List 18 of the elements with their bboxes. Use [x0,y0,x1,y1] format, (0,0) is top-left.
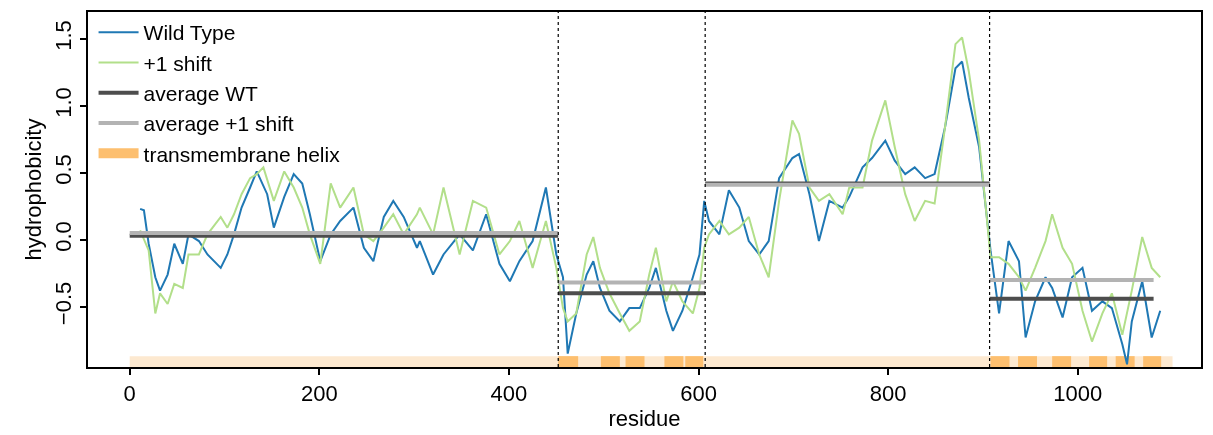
x-tick-label: 200 [300,381,338,407]
legend-label: +1 shift [143,51,213,75]
x-tick-label: 400 [490,381,528,407]
x-tick-label: 1000 [1053,381,1103,407]
x-tick-label: 0 [123,381,136,407]
x-axis-title: residue [608,406,681,432]
legend-label: Wild Type [143,21,236,45]
legend-label: average WT [143,81,259,105]
y-axis-title: hydrophobicity [20,118,46,261]
y-tick-label: 0.0 [51,221,77,252]
y-tick-label: 1.0 [51,87,77,118]
legend-label: average +1 shift [143,112,294,136]
x-tick-label: 800 [869,381,907,407]
legend-label: transmembrane helix [143,142,341,166]
y-tick-label: 0.5 [51,154,77,185]
x-tick-label: 600 [680,381,717,407]
y-tick-label: −0.5 [51,281,77,326]
y-tick-label: 1.5 [51,20,77,51]
